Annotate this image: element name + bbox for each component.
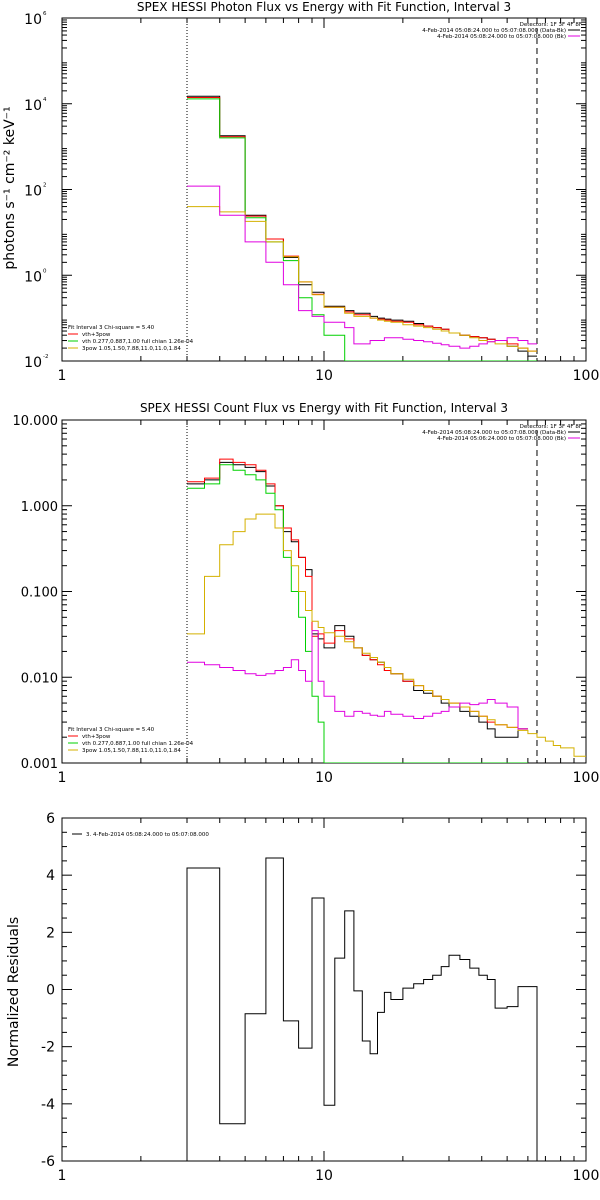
y-tick-label: 4 bbox=[46, 868, 55, 884]
series-line-1 bbox=[187, 97, 537, 352]
x-tick-label: 1 bbox=[58, 770, 67, 786]
legend-text: Fit Interval 3 Chi-square = 5.40 bbox=[68, 727, 155, 733]
x-tick-label: 10 bbox=[315, 368, 333, 384]
series-group bbox=[187, 458, 586, 763]
y-tick-label: -2 bbox=[41, 1040, 55, 1056]
y-tick-exponent: -2 bbox=[43, 354, 48, 360]
residuals-ylabel: Normalized Residuals bbox=[6, 917, 22, 1067]
count-flux-panel: SPEX HESSI Count Flux vs Energy with Fit… bbox=[13, 401, 600, 786]
legend-text: Detectors: 1F 3F 4F 8F bbox=[520, 424, 582, 430]
y-tick-label: 10 bbox=[24, 98, 42, 114]
legend-text: 4-Feb-2014 05:08:24.000 to 05:07:08.000 … bbox=[422, 28, 566, 34]
photon-flux-ylabel: photons s⁻¹ cm⁻² keV⁻¹ bbox=[2, 106, 18, 269]
photon-flux-panel: SPEX HESSI Photon Flux vs Energy with Fi… bbox=[2, 0, 599, 384]
legend-text: vth 0.277,0.887,1.00 full chian 1.26e-04 bbox=[82, 741, 194, 747]
series-line-4 bbox=[187, 630, 528, 730]
series-group bbox=[187, 95, 537, 361]
y-tick-label: -6 bbox=[41, 1154, 55, 1170]
legend-text: 4-Feb-2014 05:06:24.000 to 05:07:08.000 … bbox=[437, 436, 566, 442]
y-tick-label: 10 bbox=[24, 269, 42, 285]
count-flux-title: SPEX HESSI Count Flux vs Energy with Fit… bbox=[140, 401, 508, 415]
y-tick-exponent: 4 bbox=[43, 97, 47, 103]
y-tick-label: 1.000 bbox=[21, 500, 58, 515]
y-tick-label: 2 bbox=[46, 925, 55, 941]
series-line-0 bbox=[186, 857, 538, 1161]
x-tick-label: 100 bbox=[573, 368, 600, 384]
y-tick-exponent: 0 bbox=[43, 268, 47, 274]
photon-flux-title: SPEX HESSI Photon Flux vs Energy with Fi… bbox=[137, 0, 511, 14]
y-tick-label: 0.010 bbox=[21, 671, 58, 686]
legend-text: 4-Feb-2014 05:08:24.000 to 05:07:08.000 … bbox=[437, 34, 566, 40]
legend-text: 3pow 1.05,1.50,7.88,11.0,11.0,1.84 bbox=[82, 748, 181, 754]
series-line-2 bbox=[187, 98, 537, 361]
y-tick-label: 0 bbox=[46, 983, 55, 999]
x-tick-label: 1 bbox=[58, 1168, 67, 1184]
series-line-2 bbox=[187, 464, 528, 763]
legend-text: 3pow 1.05,1.50,7.88,11.0,11.0,1.84 bbox=[82, 346, 181, 352]
x-tick-label: 100 bbox=[573, 1168, 600, 1184]
y-tick-label: 10 bbox=[24, 184, 42, 200]
legend-text: vth+3pow bbox=[82, 332, 111, 338]
x-tick-label: 1 bbox=[58, 368, 67, 384]
residuals-panel: Normalized Residuals 1 10 100 6 4 2 0 -2 -4 -6 3. … bbox=[6, 811, 599, 1184]
y-tick-label: 10 bbox=[24, 355, 42, 371]
series-line-4 bbox=[187, 185, 537, 349]
x-tick-label: 100 bbox=[573, 770, 600, 786]
y-tick-label: 6 bbox=[46, 811, 55, 827]
legend-text: Fit Interval 3 Chi-square = 5.40 bbox=[68, 325, 155, 331]
y-tick-exponent: 2 bbox=[43, 183, 47, 189]
series-group bbox=[186, 857, 538, 1161]
series-line-3 bbox=[187, 206, 537, 352]
y-tick-exponent: 6 bbox=[43, 11, 47, 17]
legend-text: vth+3pow bbox=[82, 734, 111, 740]
legend-text: 3. 4-Feb-2014 05:08:24.000 to 05:07:08.0… bbox=[86, 832, 209, 838]
y-tick-label: -4 bbox=[41, 1097, 55, 1113]
y-tick-label: 10 bbox=[24, 12, 42, 28]
y-tick-label: 0.100 bbox=[21, 586, 58, 601]
x-tick-label: 10 bbox=[315, 1168, 333, 1184]
legend-text: 4-Feb-2014 05:08:24.000 to 05:07:08.000 … bbox=[422, 430, 566, 436]
legend-text: vth 0.277,0.887,1.00 full chian 1.26e-04 bbox=[82, 339, 194, 345]
x-tick-label: 10 bbox=[315, 770, 333, 786]
y-tick-label: 10.000 bbox=[13, 414, 59, 429]
y-tick-label: 0.001 bbox=[21, 757, 58, 772]
legend-text: Detectors: 1F 3F 4F 8F bbox=[520, 22, 582, 28]
